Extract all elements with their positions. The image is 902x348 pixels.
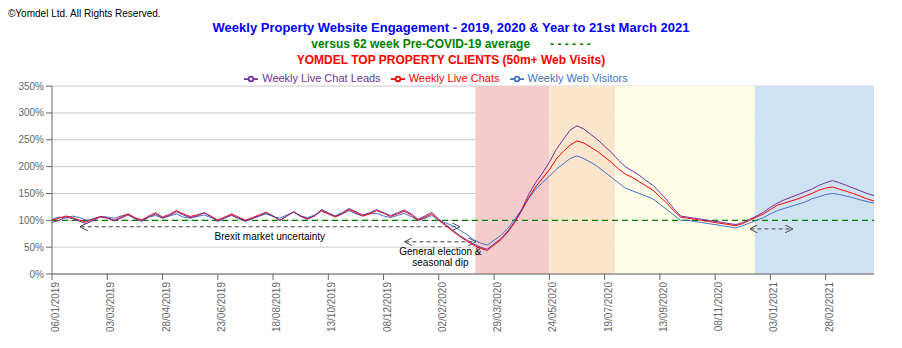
svg-text:100%: 100% [18, 215, 44, 226]
svg-text:General election &seasonal dip: General election &seasonal dip [399, 246, 482, 268]
svg-text:08/12/2019: 08/12/2019 [382, 282, 393, 332]
svg-text:50%: 50% [24, 242, 44, 253]
svg-text:23/06/2019: 23/06/2019 [216, 282, 227, 332]
html-text:Weekly Property Website Engage: Weekly Property Website Engagement - 201… [212, 20, 690, 35]
svg-text:02/02/2020: 02/02/2020 [437, 282, 448, 332]
svg-text:24/05/2020: 24/05/2020 [547, 282, 558, 332]
svg-text:03/01/2021: 03/01/2021 [768, 282, 779, 332]
svg-text:08/11/2020: 08/11/2020 [713, 282, 724, 332]
svg-text:06/01/2019: 06/01/2019 [50, 282, 61, 332]
svg-text:03/03/2019: 03/03/2019 [105, 282, 116, 332]
svg-text:Brexit market uncertainty: Brexit market uncertainty [215, 231, 326, 242]
svg-text:0%: 0% [30, 269, 45, 280]
svg-text:28/02/2021: 28/02/2021 [824, 282, 835, 332]
html-text:©Yomdel Ltd. All Rights Reserv: ©Yomdel Ltd. All Rights Reserved. [8, 8, 161, 19]
svg-text:300%: 300% [18, 107, 44, 118]
html-text:Weekly Live Chats: Weekly Live Chats [408, 72, 500, 84]
svg-text:13/09/2020: 13/09/2020 [658, 282, 669, 332]
svg-text:18/08/2019: 18/08/2019 [271, 282, 282, 332]
svg-text:13/10/2019: 13/10/2019 [326, 282, 337, 332]
svg-text:29/03/2020: 29/03/2020 [492, 282, 503, 332]
html-text:versus 62 week Pre-COVID-19 av: versus 62 week Pre-COVID-19 average - - … [311, 37, 591, 51]
html-text:Weekly Web Visitors: Weekly Web Visitors [527, 72, 628, 84]
html-text:Weekly Live Chat Leads: Weekly Live Chat Leads [262, 72, 381, 84]
svg-text:19/07/2020: 19/07/2020 [603, 282, 614, 332]
svg-text:150%: 150% [18, 188, 44, 199]
svg-text:28/04/2019: 28/04/2019 [161, 282, 172, 332]
svg-text:350%: 350% [18, 81, 44, 92]
svg-text:200%: 200% [18, 161, 44, 172]
html-text:YOMDEL TOP PROPERTY CLIENTS (5: YOMDEL TOP PROPERTY CLIENTS (50m+ Web Vi… [296, 53, 606, 67]
svg-text:250%: 250% [18, 134, 44, 145]
